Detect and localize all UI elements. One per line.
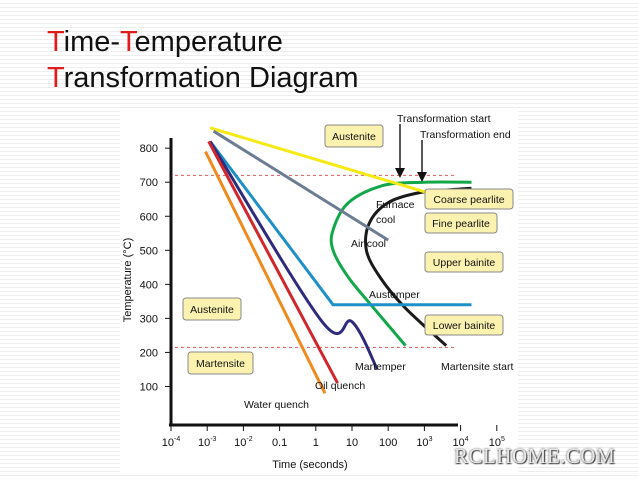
- air-cool-line: [212, 129, 389, 242]
- x-tick-label: 1: [313, 437, 319, 449]
- furnace-cool-line: [209, 126, 462, 205]
- y-tick-label: 100: [140, 381, 158, 393]
- arrow-head: [395, 168, 405, 178]
- x-tick-label-base: 10: [198, 437, 210, 449]
- title-initial: T: [47, 62, 64, 94]
- x-tick-label-exponent: 4: [465, 436, 469, 443]
- martensite-box-label: Martensite: [196, 358, 245, 370]
- title-text: emperature: [134, 26, 283, 58]
- title-line-2: Transformation Diagram: [47, 60, 359, 96]
- y-tick-label: 500: [140, 245, 158, 257]
- water-quench-line: [204, 150, 327, 394]
- watermark: RCLHOME.COM: [454, 444, 616, 468]
- air-cool-label: Air cool: [351, 238, 386, 250]
- austemper-label: Austemper: [369, 289, 420, 301]
- x-tick-label-base: 10: [453, 437, 465, 449]
- austenite-box-label: Austenite: [190, 304, 234, 316]
- x-tick-label-exponent: 5: [501, 436, 505, 443]
- x-tick-label-base: 10: [162, 437, 174, 449]
- martemper-label: Martemper: [355, 361, 406, 373]
- title-text: ransformation Diagram: [63, 62, 359, 94]
- coarse-pearlite-box: [424, 188, 514, 210]
- austemper-line: [208, 140, 472, 307]
- x-tick-label: 103: [416, 436, 432, 449]
- y-tick-label: 200: [140, 347, 158, 359]
- x-tick-label-exponent: 3: [429, 436, 433, 443]
- x-tick-label-base: 10: [416, 437, 428, 449]
- lower-bainite-box-label: Lower bainite: [433, 320, 496, 332]
- x-axis-title: Time (seconds): [272, 459, 347, 471]
- x-tick-label: 100: [379, 437, 397, 449]
- x-tick-label: 10-3: [198, 436, 217, 449]
- lower-bainite-box: [424, 314, 504, 336]
- x-tick-label: 10: [346, 437, 358, 449]
- furnace-cool-label: cool: [376, 214, 395, 226]
- x-tick-label: 10-2: [234, 436, 253, 449]
- x-tick-label: 10-4: [162, 436, 181, 449]
- upper-bainite-box-label: Upper bainite: [433, 257, 496, 269]
- x-tick-label-exponent: -4: [174, 436, 180, 443]
- martemper-line: [208, 140, 379, 371]
- x-tick-label-exponent: -2: [246, 436, 252, 443]
- transformation-start-label: Transformation start: [397, 113, 491, 125]
- y-tick-label: 400: [140, 279, 158, 291]
- transformation-end-label: Transformation end: [420, 129, 511, 141]
- x-tick-label-base: 10: [489, 437, 501, 449]
- fine-pearlite-box-label: Fine pearlite: [432, 218, 490, 230]
- title-line-1: Time-Temperature: [47, 24, 359, 60]
- title-initial: T: [120, 26, 135, 58]
- chart-panel: [120, 108, 518, 473]
- y-axis-title: Temperature (°C): [122, 238, 134, 322]
- austenite-box-label: Austenite: [332, 131, 376, 143]
- x-tick-label: 104: [453, 436, 469, 449]
- austenite-box: [324, 124, 384, 148]
- transformation-start-curve: [329, 180, 472, 347]
- y-tick-label: 800: [140, 143, 158, 155]
- slide-title: Time-Temperature Transformation Diagram: [47, 24, 359, 96]
- x-tick-label: 0.1: [272, 437, 287, 449]
- furnace-cool-label: Furnace: [376, 199, 415, 211]
- martensite-box: [187, 351, 254, 375]
- austenite-box: [182, 297, 242, 321]
- title-initial: T: [47, 26, 64, 58]
- y-tick-label: 300: [140, 313, 158, 325]
- x-tick-label: 105: [489, 436, 505, 449]
- fine-pearlite-box: [424, 212, 498, 234]
- x-tick-label-exponent: -3: [210, 436, 216, 443]
- coarse-pearlite-box-label: Coarse pearlite: [433, 194, 504, 206]
- water-quench-label: Water quench: [244, 399, 309, 411]
- upper-bainite-box: [424, 251, 504, 273]
- oil-quench-line: [207, 140, 339, 384]
- title-text: ime-: [63, 26, 121, 58]
- arrow-head: [417, 172, 427, 182]
- oil-quench-label: Oil quench: [315, 380, 365, 392]
- martensite-start-label: Martensite start: [441, 361, 513, 373]
- y-tick-label: 600: [140, 211, 158, 223]
- y-tick-label: 700: [140, 177, 158, 189]
- x-tick-label-base: 10: [234, 437, 246, 449]
